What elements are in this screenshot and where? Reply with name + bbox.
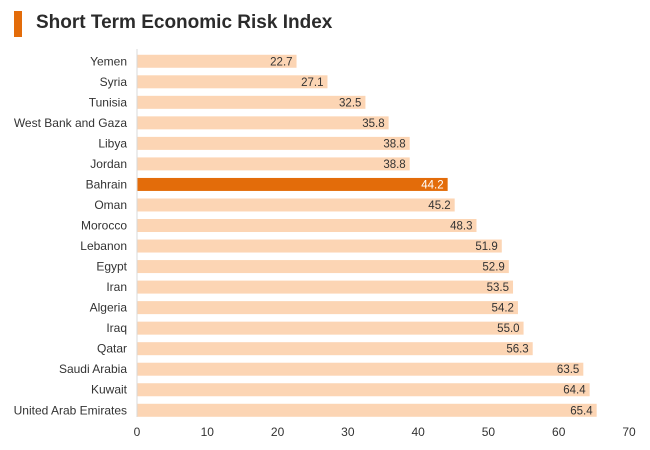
category-label: Saudi Arabia bbox=[59, 362, 127, 376]
bar bbox=[137, 362, 584, 376]
title-accent-bar bbox=[14, 11, 22, 37]
bar bbox=[137, 75, 328, 89]
category-label: Egypt bbox=[96, 260, 127, 274]
bar bbox=[137, 219, 477, 233]
x-tick-label: 0 bbox=[134, 425, 141, 439]
category-label: Oman bbox=[94, 198, 127, 212]
data-label: 53.5 bbox=[487, 282, 509, 294]
bar bbox=[137, 95, 366, 109]
bar bbox=[137, 177, 448, 191]
chart-title: Short Term Economic Risk Index bbox=[36, 12, 333, 33]
category-label: Syria bbox=[100, 75, 128, 89]
x-tick-label: 40 bbox=[411, 425, 425, 439]
category-label: Iraq bbox=[106, 321, 127, 335]
category-label: Yemen bbox=[90, 54, 127, 68]
category-label: Bahrain bbox=[86, 177, 127, 191]
data-label: 55.0 bbox=[497, 323, 519, 335]
x-tick-label: 50 bbox=[482, 425, 496, 439]
data-label: 63.5 bbox=[557, 364, 579, 376]
bar bbox=[137, 383, 590, 397]
data-label: 38.8 bbox=[383, 159, 405, 171]
x-tick-label: 60 bbox=[552, 425, 566, 439]
bar bbox=[137, 239, 502, 253]
data-label: 54.2 bbox=[492, 303, 514, 315]
data-label: 35.8 bbox=[362, 118, 384, 130]
category-label: Qatar bbox=[97, 342, 127, 356]
category-label: Jordan bbox=[90, 157, 127, 171]
x-tick-label: 30 bbox=[341, 425, 355, 439]
bar bbox=[137, 321, 524, 335]
category-label: Iran bbox=[106, 280, 127, 294]
category-label: Tunisia bbox=[89, 95, 128, 109]
bar bbox=[137, 54, 297, 68]
x-tick-label: 70 bbox=[622, 425, 636, 439]
category-label: United Arab Emirates bbox=[14, 403, 127, 417]
data-label: 51.9 bbox=[475, 241, 497, 253]
category-label: Libya bbox=[98, 136, 127, 150]
bar bbox=[137, 198, 455, 212]
data-label: 64.4 bbox=[563, 385, 586, 397]
bar bbox=[137, 260, 509, 274]
category-label: Kuwait bbox=[91, 383, 128, 397]
data-label: 56.3 bbox=[506, 344, 528, 356]
bar bbox=[137, 403, 597, 417]
x-tick-label: 20 bbox=[271, 425, 285, 439]
data-label: 45.2 bbox=[428, 200, 450, 212]
data-label: 65.4 bbox=[570, 405, 593, 417]
bar bbox=[137, 157, 410, 171]
category-label: Lebanon bbox=[80, 239, 127, 253]
category-label: West Bank and Gaza bbox=[14, 116, 128, 130]
data-label: 22.7 bbox=[270, 56, 292, 68]
bar bbox=[137, 301, 518, 315]
bar bbox=[137, 116, 389, 130]
category-label: Morocco bbox=[81, 219, 127, 233]
x-tick-label: 10 bbox=[201, 425, 215, 439]
data-label: 44.2 bbox=[421, 179, 443, 191]
data-label: 38.8 bbox=[383, 138, 405, 150]
category-label: Algeria bbox=[90, 301, 128, 315]
bar bbox=[137, 342, 533, 356]
data-label: 27.1 bbox=[301, 77, 323, 89]
data-label: 52.9 bbox=[482, 262, 504, 274]
bar bbox=[137, 136, 410, 150]
bar bbox=[137, 280, 514, 294]
data-label: 48.3 bbox=[450, 221, 472, 233]
data-label: 32.5 bbox=[339, 97, 361, 109]
